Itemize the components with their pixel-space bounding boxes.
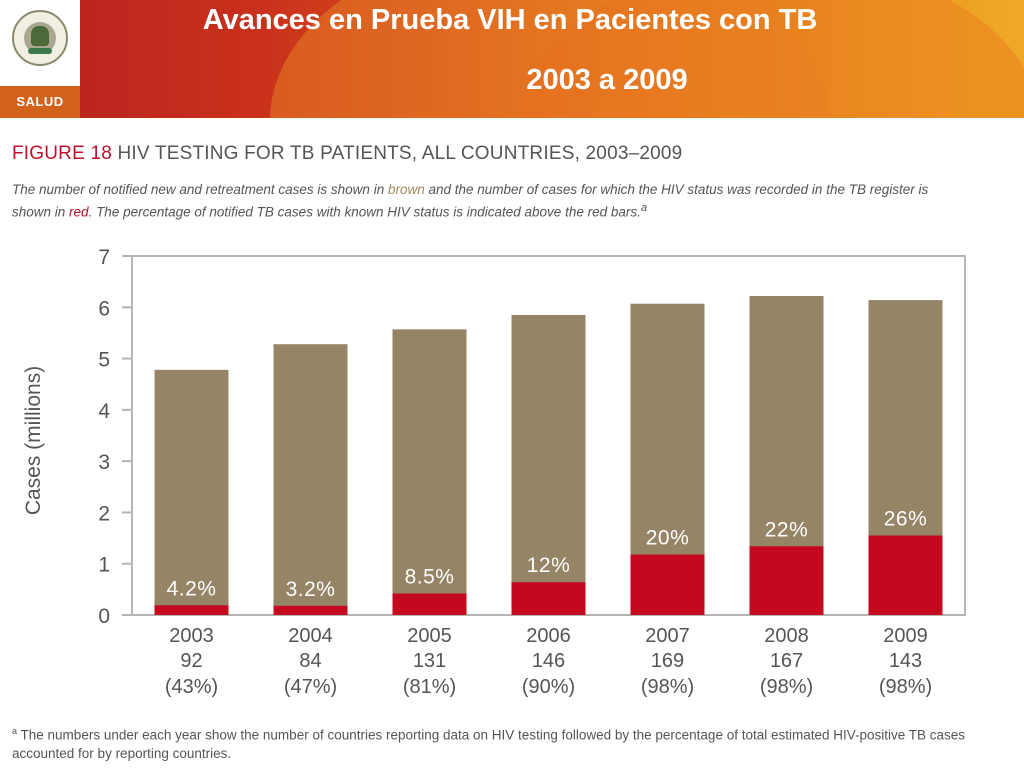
hiv-positive-share-label: (81%)	[403, 676, 456, 698]
bar-hiv-status-recorded	[749, 546, 824, 615]
bar-percent-label: 8.5%	[405, 565, 455, 588]
bar-percent-label: 20%	[646, 526, 690, 549]
banner-swoosh	[270, 0, 830, 118]
x-category-label: 2004	[288, 625, 333, 647]
bar-percent-label: 3.2%	[286, 578, 336, 601]
bar-total-cases	[154, 369, 229, 615]
x-category-label: 2007	[645, 625, 690, 647]
seal-base	[28, 48, 52, 54]
x-category-label: 2006	[526, 625, 571, 647]
logo-label: SALUD	[16, 94, 64, 109]
bar-hiv-status-recorded	[511, 582, 586, 615]
countries-reporting-label: 84	[299, 650, 321, 672]
y-tick-label: 0	[98, 605, 110, 628]
footnote-text: The numbers under each year show the num…	[12, 727, 966, 761]
caption-text: The number of notified new and retreatme…	[12, 182, 388, 197]
caption-red-word: red	[69, 204, 89, 220]
x-category-label: 2005	[407, 625, 452, 647]
countries-reporting-label: 131	[413, 650, 446, 672]
footnote-marker: a	[12, 726, 18, 736]
figure-title: FIGURE 18 HIV TESTING FOR TB PATIENTS, A…	[12, 143, 682, 165]
y-tick-label: 1	[98, 554, 110, 577]
x-category-label: 2009	[883, 625, 928, 647]
caption-footnote-marker: a	[640, 202, 648, 214]
footnote: a The numbers under each year show the n…	[12, 722, 1002, 763]
bar-percent-label: 22%	[765, 518, 809, 541]
y-tick-label: 5	[98, 349, 110, 372]
page-title: Avances en Prueba VIH en Pacientes con T…	[202, 4, 818, 36]
y-tick-label: 4	[98, 400, 110, 423]
bar-total-cases	[511, 314, 586, 615]
countries-reporting-label: 146	[532, 650, 565, 672]
hiv-positive-share-label: (98%)	[760, 676, 813, 698]
hiv-positive-share-label: (98%)	[879, 676, 932, 698]
y-tick-label: 2	[98, 502, 110, 525]
countries-reporting-label: 169	[651, 650, 684, 672]
bar-total-cases	[273, 344, 348, 615]
y-axis-label: Cases (millions)	[22, 366, 45, 515]
figure-number: FIGURE 18	[12, 143, 112, 164]
hiv-positive-share-label: (90%)	[522, 676, 575, 698]
bar-total-cases	[392, 329, 467, 615]
hiv-positive-share-label: (98%)	[641, 676, 694, 698]
mexico-coat-of-arms-icon	[12, 10, 68, 66]
bar-hiv-status-recorded	[154, 605, 229, 615]
y-tick-label: 3	[98, 451, 110, 474]
bar-hiv-status-recorded	[630, 554, 705, 615]
bar-percent-label: 26%	[884, 508, 928, 531]
caption-text: . The percentage of notified TB cases wi…	[88, 204, 641, 220]
y-tick-label: 7	[98, 246, 110, 269]
x-category-label: 2008	[764, 625, 809, 647]
bar-percent-label: 12%	[527, 554, 571, 577]
hiv-positive-share-label: (43%)	[165, 676, 218, 698]
banner-swoosh	[520, 0, 1024, 118]
figure-caption: The number of notified new and retreatme…	[12, 180, 952, 222]
bar-hiv-status-recorded	[868, 535, 943, 615]
caption-text: and the number of cases for which the HI…	[12, 182, 929, 220]
countries-reporting-label: 92	[180, 650, 202, 672]
figure-title-text: HIV TESTING FOR TB PATIENTS, ALL COUNTRI…	[117, 143, 683, 164]
bar-hiv-status-recorded	[273, 605, 348, 615]
x-category-label: 2003	[169, 625, 214, 647]
hiv-positive-share-label: (47%)	[284, 676, 337, 698]
logo-bar	[0, 86, 80, 118]
countries-reporting-label: 143	[889, 650, 922, 672]
bar-chart: 0 1 2 3 4 5 6 7 Cases (millions) 4.2% 2003 92 (43%) 3…	[22, 246, 966, 698]
eagle-icon	[31, 26, 49, 46]
header-banner: SALUD Avances en Prueba VIH en Pacientes…	[0, 0, 1024, 118]
y-tick-label: 6	[98, 297, 110, 320]
page-subtitle: 2003 a 2009	[526, 64, 688, 96]
caption-brown-word: brown	[387, 182, 425, 197]
bar-hiv-status-recorded	[392, 593, 467, 615]
logo-panel: SALUD	[0, 0, 80, 118]
countries-reporting-label: 167	[770, 650, 803, 672]
bar-percent-label: 4.2%	[167, 577, 217, 600]
